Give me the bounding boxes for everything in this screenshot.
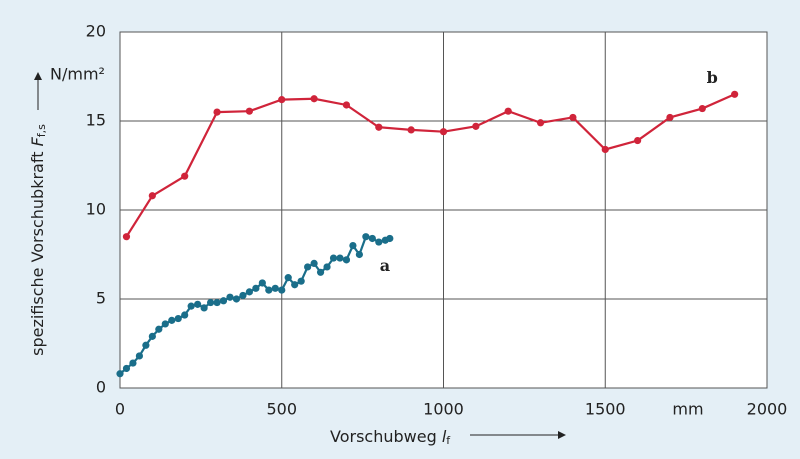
point [200,304,208,312]
point [181,311,189,319]
point [375,123,383,131]
point [187,302,195,310]
point [316,268,325,276]
point [368,234,376,243]
point [323,263,331,271]
point [601,145,609,154]
point [206,298,215,307]
point [342,101,351,109]
point [731,90,739,98]
point [362,233,370,241]
point [472,122,480,130]
x-label: Vorschubweg lf [330,427,451,448]
point [439,128,448,136]
series-label: b [707,68,718,87]
point [213,298,221,307]
x-tick-label: 1000 [423,400,464,419]
y-tick-label: 5 [96,289,106,308]
point [536,119,545,127]
x-tick-label: 500 [266,400,297,419]
point [252,284,260,292]
point [135,352,144,360]
point [239,291,247,300]
point [226,293,234,301]
point [310,95,318,103]
point [386,234,394,243]
y-tick-label: 10 [86,200,106,219]
point [278,286,286,294]
y-unit: N/mm² [50,65,105,84]
point [219,297,228,305]
point [129,359,137,367]
point [148,192,156,200]
point [698,104,706,113]
point [375,238,383,246]
y-axis-title: spezifische Vorschubkraft Ff,s [28,72,49,356]
point [304,263,312,271]
series-label: a [380,256,390,275]
point [349,242,357,250]
point [271,284,279,292]
point [342,256,351,264]
x-unit: mm [672,400,703,419]
arrow-head [34,72,42,80]
point [336,254,344,262]
point [666,113,674,122]
point [122,233,131,241]
point [168,316,176,324]
point [291,281,299,289]
point [407,126,415,134]
point [174,314,182,323]
point [634,136,642,145]
point [245,107,253,115]
x-tick-label: 0 [115,400,125,419]
point [278,96,286,104]
point [122,364,131,373]
point [355,250,363,259]
y-label: spezifische Vorschubkraft Ff,s [28,124,49,356]
point [194,300,202,308]
point [213,108,221,116]
y-tick-label: 0 [96,378,106,397]
point [245,288,253,296]
point [155,325,163,333]
point [116,370,124,378]
point [265,286,273,294]
x-tick-label: 1500 [585,400,626,419]
series-line [125,93,736,238]
x-tick-label: 2000 [747,400,788,419]
point [310,259,318,267]
point [161,320,169,328]
point [232,295,241,303]
point [148,332,156,340]
point [329,254,338,262]
point [297,277,305,285]
point [504,107,512,115]
arrow-head [558,431,566,439]
y-tick-label: 15 [86,111,106,130]
point [181,172,189,180]
point [258,279,266,287]
point [142,341,150,349]
point [284,274,292,282]
point [569,113,577,122]
y-tick-label: 20 [86,22,106,41]
